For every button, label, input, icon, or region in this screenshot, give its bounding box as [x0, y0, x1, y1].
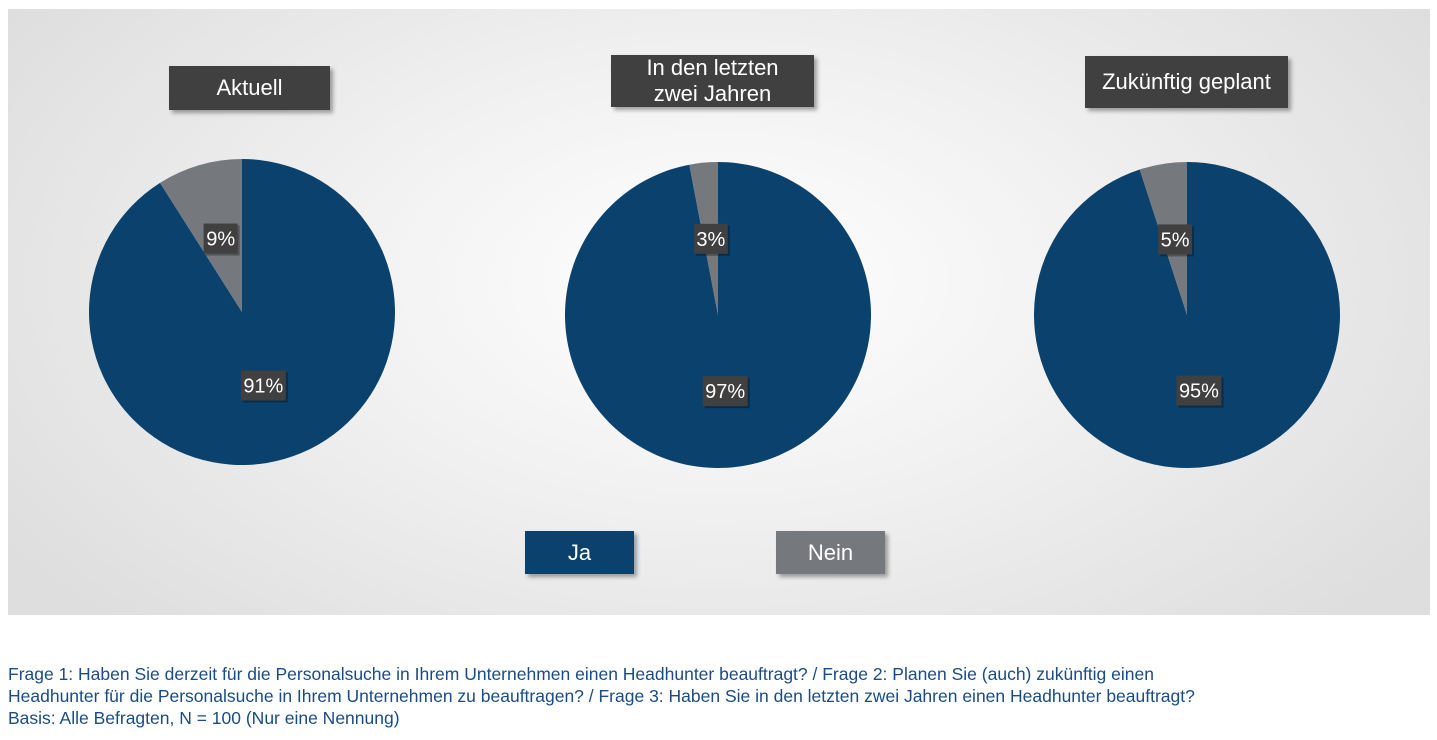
pie-1-value-label-ja: 91% — [240, 370, 288, 403]
pie-1-value-label-nein: 9% — [203, 223, 240, 256]
pie-1-slice-ja — [88, 159, 395, 466]
pie-3-value-label-nein: 5% — [1158, 224, 1195, 257]
footnote-line-1: Frage 1: Haben Sie derzeit für die Perso… — [8, 664, 1154, 684]
pie-2-value-label-ja: 97% — [702, 376, 750, 409]
pie-1-slice-nein — [160, 159, 242, 312]
pie-title-zukuenftig: Zukünftig geplant — [1085, 56, 1288, 108]
svg-text:9%: 9% — [206, 229, 235, 251]
pie-title-letzte-zwei-jahre: In den letzten zwei Jahren — [611, 55, 814, 107]
svg-text:97%: 97% — [705, 381, 745, 403]
footnote: Frage 1: Haben Sie derzeit für die Perso… — [8, 663, 1428, 729]
footnote-line-2: Headhunter für die Personalsuche in Ihre… — [8, 686, 1195, 706]
chart-panel: Aktuell In den letzten zwei Jahren Zukün… — [8, 9, 1430, 615]
svg-text:5%: 5% — [1161, 229, 1190, 251]
pie-title-aktuell: Aktuell — [169, 66, 330, 110]
svg-text:91%: 91% — [243, 375, 283, 397]
svg-text:3%: 3% — [696, 229, 725, 251]
legend-item-ja: Ja — [525, 531, 634, 574]
footnote-line-3: Basis: Alle Befragten, N = 100 (Nur eine… — [8, 708, 400, 728]
svg-text:95%: 95% — [1179, 381, 1219, 403]
pie-2-value-label-nein: 3% — [693, 223, 730, 256]
legend-item-nein: Nein — [776, 531, 885, 574]
legend-label-nein: Nein — [807, 539, 854, 565]
pie-3-value-label-ja: 95% — [1176, 375, 1224, 408]
pie-charts: 91% 9% 97% 3% 95% 5% — [88, 159, 1341, 468]
legend-label-ja: Ja — [567, 539, 592, 565]
